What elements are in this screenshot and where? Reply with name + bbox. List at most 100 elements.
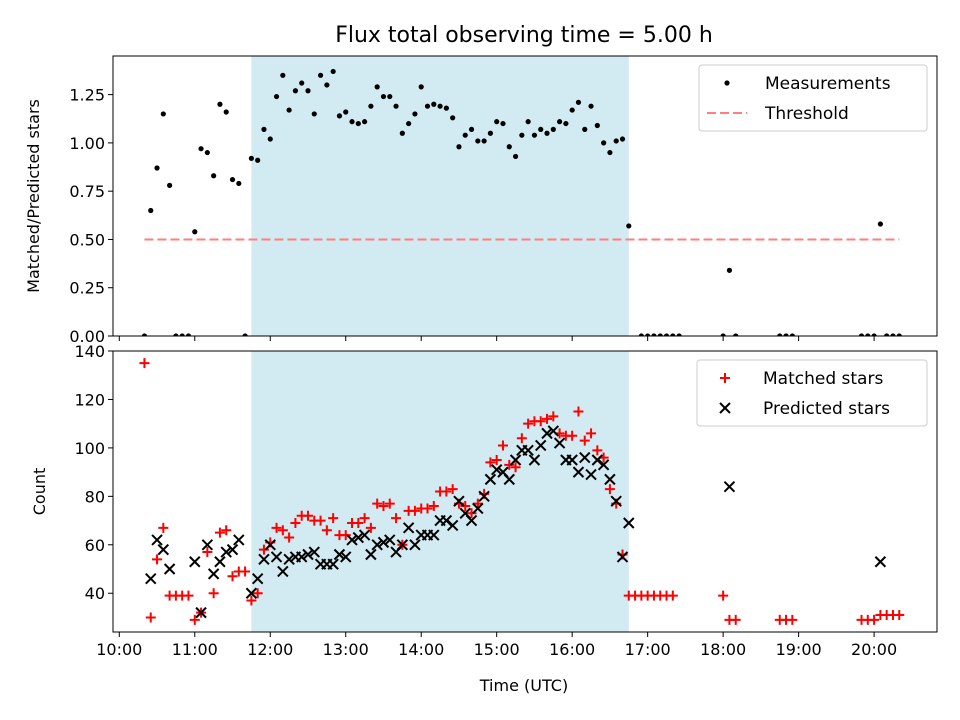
predicted-star-point: [610, 495, 622, 507]
bottom-panel: 10:00 11:00 12:00 13:00 14:00 15:00 16:00 17:00…: [30, 342, 938, 659]
measurement-point: [657, 333, 663, 336]
measurement-point: [380, 93, 387, 100]
predicted-star-point: [440, 514, 453, 527]
matched-star-point: [548, 411, 559, 422]
predicted-star-point: [522, 444, 534, 457]
matched-star-point: [158, 522, 169, 533]
predicted-star-point: [579, 451, 591, 464]
measurement-point: [343, 109, 349, 115]
predicted-star-point: [251, 572, 264, 585]
measurement-point: [355, 120, 361, 127]
measurement-point: [261, 126, 267, 132]
matched-star-point: [573, 406, 584, 417]
predicted-star-point: [302, 548, 314, 561]
measurement-point: [858, 333, 865, 336]
measurement-point: [783, 333, 789, 336]
matched-star-point: [787, 614, 798, 625]
measurement-point: [324, 82, 330, 88]
matched-star-point: [485, 457, 496, 468]
measurement-point: [777, 333, 783, 336]
legend-box: [698, 64, 928, 132]
measurement-point: [619, 136, 626, 142]
measurement-point: [393, 103, 399, 109]
measurement-point: [217, 101, 223, 107]
predicted-star-point: [214, 556, 226, 568]
measurement-point: [877, 221, 883, 227]
measurement-point: [896, 333, 902, 336]
measurement-point: [236, 180, 242, 187]
matched-star-point: [510, 462, 521, 473]
measurement-point: [431, 101, 437, 107]
measurement-point: [280, 72, 286, 78]
measurement-point: [481, 138, 487, 144]
x-tick-label: 17:00: [625, 640, 671, 659]
measurement-point: [601, 140, 607, 146]
measurement-point: [594, 122, 600, 129]
x-tick-label: 12:00: [247, 640, 293, 659]
measurement-point: [267, 136, 273, 142]
matched-star-point: [277, 525, 288, 536]
x-tick-label: 14:00: [398, 640, 444, 659]
legend-marker-matched: [720, 373, 730, 383]
matched-star-point: [497, 440, 508, 451]
matched-star-point: [183, 590, 194, 601]
legend-marker-predicted: [719, 402, 731, 414]
matched-star-point: [869, 614, 880, 625]
measurement-point: [544, 130, 550, 136]
measurement-point: [148, 207, 154, 214]
predicted-star-point: [446, 519, 459, 532]
measurement-point: [884, 333, 890, 336]
matched-star-point: [221, 525, 232, 536]
top-panel: 0.00 0.25 0.50 0.75 1.00 1.25 Matched/Predicte…: [24, 55, 938, 346]
measurement-point: [475, 138, 481, 144]
matched-star-point: [240, 566, 251, 577]
predicted-star-point: [572, 466, 585, 478]
matched-star-point: [409, 505, 420, 516]
x-tick-label: 18:00: [700, 640, 746, 659]
measurement-point: [305, 88, 311, 94]
measurement-point: [368, 103, 374, 109]
plot-area: [141, 68, 902, 336]
legend-label: Predicted stars: [763, 399, 890, 419]
predicted-star-point: [585, 468, 597, 481]
measurement-point: [317, 72, 324, 78]
matched-star-point: [189, 614, 200, 625]
measurement-point: [462, 132, 468, 138]
measurement-point: [494, 119, 500, 125]
measurement-point: [248, 155, 254, 161]
measurement-point: [292, 88, 299, 94]
x-tick-label: 13:00: [323, 640, 369, 659]
matched-star-point: [667, 590, 678, 601]
predicted-star-point: [604, 473, 616, 486]
plot-area: [139, 358, 905, 625]
measurement-point: [273, 93, 280, 100]
measurement-point: [733, 333, 739, 336]
matched-star-point: [516, 433, 527, 444]
measurement-point: [865, 333, 871, 336]
axes-frame: [112, 350, 938, 633]
x-tick-label: 20:00: [851, 640, 897, 659]
predicted-star-point: [365, 548, 377, 561]
legend-marker-measurements: [724, 80, 730, 86]
observing-window-span: [251, 56, 629, 336]
legend: Measurements Threshold: [698, 64, 928, 132]
matched-star-point: [894, 610, 905, 621]
predicted-star-point: [553, 437, 566, 449]
predicted-star-point: [258, 553, 270, 566]
measurement-point: [160, 111, 166, 117]
measurement-point: [638, 333, 644, 336]
matched-star-point: [472, 498, 483, 509]
y-tick-label: 40: [85, 584, 105, 603]
matched-star-point: [328, 513, 339, 524]
matched-star-point: [139, 358, 150, 369]
matched-star-point: [202, 547, 213, 558]
y-tick-label: 1.25: [69, 86, 105, 105]
predicted-star-point: [189, 556, 201, 568]
predicted-star-point: [547, 425, 560, 437]
measurement-point: [563, 120, 569, 127]
chart-title: Flux total observing time = 5.00 h: [335, 23, 713, 48]
measurement-point: [255, 157, 261, 163]
predicted-star-point: [207, 568, 220, 580]
y-tick-label: 0.75: [69, 182, 105, 201]
